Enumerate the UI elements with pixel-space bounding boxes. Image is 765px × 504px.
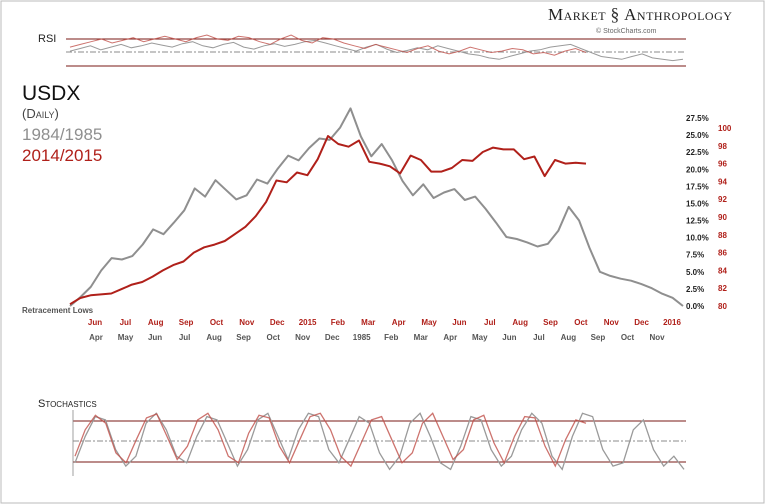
x-tick-label: Apr	[443, 333, 457, 342]
y-tick-index: 82	[718, 284, 727, 293]
x-tick-label: Nov	[649, 333, 665, 342]
x-tick-label: 2015	[299, 318, 317, 327]
y-tick-percent: 0.0%	[686, 302, 704, 311]
x-tick-label: Aug	[206, 333, 222, 342]
series-line-2014	[69, 135, 587, 306]
x-tick-label: Oct	[621, 333, 635, 342]
x-tick-label: May	[472, 333, 488, 342]
y-tick-percent: 17.5%	[686, 182, 709, 191]
x-tick-label: Oct	[267, 333, 281, 342]
y-tick-percent: 27.5%	[686, 114, 709, 123]
y-tick-index: 88	[718, 231, 727, 240]
dna-helix-icon: §	[610, 4, 620, 24]
x-tick-label: Jun	[148, 333, 162, 342]
legend-entry-2014: 2014/2015	[22, 146, 103, 165]
y-tick-index: 80	[718, 302, 727, 311]
stochastics-label: Stochastics	[38, 398, 97, 410]
y-axis-percent: 0.0% 2.5% 5.0% 7.5% 10.0% 12.5% 15.0% 17.5% 20.0…	[686, 114, 709, 311]
x-tick-label: Apr	[392, 318, 406, 327]
x-tick-label: Sep	[591, 333, 606, 342]
chart-title: USDX	[22, 82, 81, 105]
y-tick-index: 94	[718, 177, 727, 186]
x-tick-label: Sep	[236, 333, 251, 342]
x-tick-label: Nov	[295, 333, 311, 342]
retracement-lows-label: Retracement Lows	[22, 306, 94, 315]
y-tick-index: 86	[718, 249, 727, 258]
y-tick-percent: 12.5%	[686, 217, 709, 226]
y-tick-index: 84	[718, 266, 727, 275]
x-tick-label: Jun	[452, 318, 466, 327]
x-axis-2014: Jun Jul Aug Sep Oct Nov Dec 2015 Feb Mar Apr May Jun…	[88, 318, 682, 327]
x-tick-label: 2016	[663, 318, 681, 327]
y-tick-percent: 25.0%	[686, 131, 709, 140]
x-tick-label: Mar	[361, 318, 375, 327]
x-tick-label: Dec	[634, 318, 649, 327]
y-axis-index: 80 82 84 86 88 90 92 94 96 98 100	[718, 124, 732, 311]
x-tick-label: May	[118, 333, 134, 342]
x-tick-label: Jul	[179, 333, 191, 342]
x-tick-label: Sep	[179, 318, 194, 327]
x-tick-label: Dec	[270, 318, 285, 327]
y-tick-percent: 5.0%	[686, 268, 704, 277]
x-tick-label: Oct	[574, 318, 588, 327]
y-tick-percent: 15.0%	[686, 200, 709, 209]
y-tick-index: 90	[718, 213, 727, 222]
x-tick-label: Oct	[210, 318, 224, 327]
legend-entry-1984: 1984/1985	[22, 125, 103, 144]
stoch-series-2014	[74, 412, 587, 468]
stochastics-panel	[72, 410, 686, 476]
x-tick-label: Mar	[414, 333, 428, 342]
y-tick-percent: 7.5%	[686, 251, 704, 260]
x-tick-label: Aug	[148, 318, 164, 327]
x-tick-label: Dec	[325, 333, 340, 342]
y-tick-index: 100	[718, 124, 732, 133]
x-tick-label: Jun	[88, 318, 102, 327]
y-tick-index: 96	[718, 160, 727, 169]
brand-logo: Market § Anthropology	[548, 4, 732, 25]
brand-right: Anthropology	[624, 5, 733, 24]
y-tick-index: 92	[718, 195, 727, 204]
x-tick-label: Nov	[604, 318, 620, 327]
y-tick-percent: 20.0%	[686, 165, 709, 174]
chart-subtitle: (Daily)	[22, 106, 59, 121]
x-tick-label: May	[421, 318, 437, 327]
y-tick-percent: 22.5%	[686, 148, 709, 157]
x-tick-label: Nov	[239, 318, 255, 327]
x-tick-label: Aug	[561, 333, 577, 342]
stockcharts-credit: © StockCharts.com	[596, 28, 657, 35]
x-tick-label: Jul	[484, 318, 496, 327]
x-tick-label: Feb	[331, 318, 345, 327]
x-tick-label: Jul	[120, 318, 132, 327]
x-tick-label: Jul	[533, 333, 545, 342]
rsi-panel	[66, 34, 686, 67]
x-tick-label: Sep	[543, 318, 558, 327]
x-tick-label: 1985	[353, 333, 371, 342]
x-tick-label: Aug	[512, 318, 528, 327]
rsi-series-2014	[69, 34, 587, 56]
series-line-1984	[69, 107, 684, 307]
x-tick-label: Feb	[384, 333, 398, 342]
stoch-series-1984	[74, 412, 685, 471]
brand-left: Market	[548, 5, 607, 24]
x-axis-1984: Apr May Jun Jul Aug Sep Oct Nov Dec 1985 Feb Mar Apr…	[89, 333, 665, 342]
x-tick-label: Apr	[89, 333, 103, 342]
y-tick-index: 98	[718, 142, 727, 151]
y-tick-percent: 2.5%	[686, 285, 704, 294]
rsi-label: RSI	[38, 33, 57, 45]
y-tick-percent: 10.0%	[686, 234, 709, 243]
main-panel: 0.0% 2.5% 5.0% 7.5% 10.0% 12.5% 15.0% 17.5% 20.0…	[69, 107, 732, 342]
x-tick-label: Jun	[502, 333, 516, 342]
